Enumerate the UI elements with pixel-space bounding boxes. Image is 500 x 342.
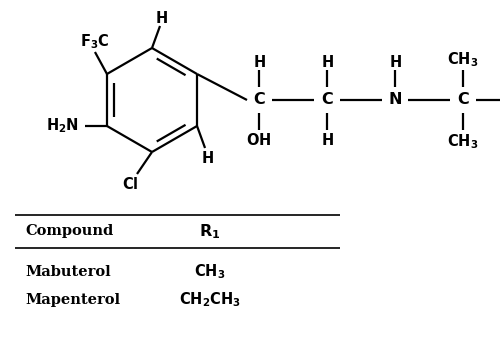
Text: Mapenterol: Mapenterol: [25, 293, 120, 307]
Text: $\mathbf{H}$: $\mathbf{H}$: [200, 150, 213, 166]
Text: $\mathbf{F_3C}$: $\mathbf{F_3C}$: [80, 32, 110, 51]
Text: $\mathbf{C}$: $\mathbf{C}$: [456, 92, 469, 108]
Text: $\mathbf{H}$: $\mathbf{H}$: [320, 132, 334, 148]
Text: $\mathbf{R_1}$: $\mathbf{R_1}$: [200, 222, 220, 241]
Text: $\mathbf{C}$: $\mathbf{C}$: [252, 92, 266, 108]
Text: $\mathbf{H}$: $\mathbf{H}$: [252, 54, 266, 70]
Text: $\mathbf{Cl}$: $\mathbf{Cl}$: [122, 176, 138, 192]
Text: $\mathbf{N}$: $\mathbf{N}$: [388, 92, 402, 108]
Text: $\mathbf{H_2N}$: $\mathbf{H_2N}$: [46, 117, 79, 135]
Text: $\mathbf{CH_3}$: $\mathbf{CH_3}$: [448, 51, 478, 69]
Text: $\mathbf{CH_3}$: $\mathbf{CH_3}$: [448, 133, 478, 152]
Text: $\mathbf{C}$: $\mathbf{C}$: [320, 92, 334, 108]
Text: $\mathbf{OH}$: $\mathbf{OH}$: [246, 132, 272, 148]
Text: $\mathbf{H}$: $\mathbf{H}$: [320, 54, 334, 70]
Text: Mabuterol: Mabuterol: [25, 265, 111, 279]
Text: Compound: Compound: [25, 224, 113, 238]
Text: $\mathbf{H}$: $\mathbf{H}$: [388, 54, 402, 70]
Text: $\mathbf{H}$: $\mathbf{H}$: [154, 10, 168, 26]
Text: $\mathbf{CH_2CH_3}$: $\mathbf{CH_2CH_3}$: [179, 291, 241, 310]
Text: $\mathbf{CH_3}$: $\mathbf{CH_3}$: [194, 263, 226, 281]
